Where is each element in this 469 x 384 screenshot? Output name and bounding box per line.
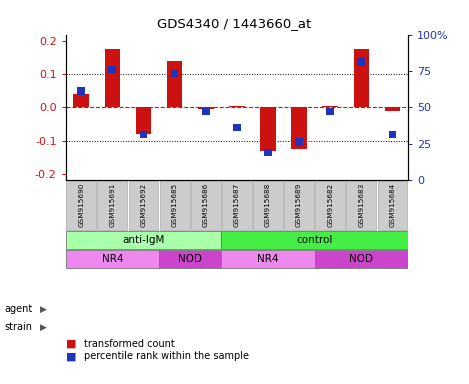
Bar — [322, 106, 338, 108]
Bar — [136, 108, 151, 134]
Text: GDS4340 / 1443660_at: GDS4340 / 1443660_at — [158, 17, 311, 30]
Bar — [108, 66, 116, 73]
Text: anti-IgM: anti-IgM — [122, 235, 165, 245]
Text: ■: ■ — [66, 351, 76, 361]
FancyBboxPatch shape — [159, 250, 221, 268]
Bar — [264, 149, 272, 156]
Text: GSM915682: GSM915682 — [327, 183, 333, 227]
Text: GSM915690: GSM915690 — [78, 183, 84, 227]
Bar — [167, 61, 182, 108]
Text: NR4: NR4 — [102, 254, 123, 264]
FancyBboxPatch shape — [253, 181, 283, 230]
FancyBboxPatch shape — [284, 181, 314, 230]
Text: transformed count: transformed count — [84, 339, 175, 349]
Bar — [291, 108, 307, 149]
Text: GSM915688: GSM915688 — [265, 183, 271, 227]
Text: agent: agent — [5, 304, 33, 314]
Text: GSM915683: GSM915683 — [358, 183, 364, 227]
Bar — [140, 131, 147, 139]
Bar — [229, 106, 245, 108]
Text: GSM915692: GSM915692 — [141, 183, 146, 227]
Text: GSM915686: GSM915686 — [203, 183, 209, 227]
Bar — [202, 108, 210, 115]
Bar — [198, 108, 213, 109]
FancyBboxPatch shape — [129, 181, 159, 230]
Bar — [74, 94, 89, 108]
Text: NOD: NOD — [178, 254, 202, 264]
FancyBboxPatch shape — [221, 250, 315, 268]
FancyBboxPatch shape — [98, 181, 127, 230]
Bar — [295, 139, 303, 146]
Bar — [171, 70, 179, 77]
FancyBboxPatch shape — [315, 250, 408, 268]
Text: GSM915684: GSM915684 — [389, 183, 395, 227]
FancyBboxPatch shape — [378, 181, 408, 230]
Text: NR4: NR4 — [257, 254, 279, 264]
Bar — [233, 124, 241, 131]
Text: ▶: ▶ — [40, 305, 47, 314]
Bar — [260, 108, 276, 151]
FancyBboxPatch shape — [159, 181, 189, 230]
Text: control: control — [296, 235, 333, 245]
Text: GSM915689: GSM915689 — [296, 183, 302, 227]
FancyBboxPatch shape — [66, 250, 159, 268]
Text: ■: ■ — [66, 339, 76, 349]
FancyBboxPatch shape — [66, 231, 221, 249]
Text: GSM915685: GSM915685 — [172, 183, 178, 227]
Text: NOD: NOD — [349, 254, 373, 264]
Bar — [77, 88, 85, 95]
Text: strain: strain — [5, 322, 33, 332]
FancyBboxPatch shape — [222, 181, 252, 230]
Bar — [357, 58, 365, 66]
FancyBboxPatch shape — [315, 181, 345, 230]
Bar — [389, 131, 396, 139]
Text: GSM915687: GSM915687 — [234, 183, 240, 227]
Text: GSM915691: GSM915691 — [109, 183, 115, 227]
Bar — [105, 50, 120, 108]
FancyBboxPatch shape — [191, 181, 220, 230]
Text: ▶: ▶ — [40, 323, 47, 332]
FancyBboxPatch shape — [221, 231, 408, 249]
FancyBboxPatch shape — [66, 181, 96, 230]
FancyBboxPatch shape — [347, 181, 376, 230]
Text: percentile rank within the sample: percentile rank within the sample — [84, 351, 250, 361]
Bar — [326, 108, 334, 115]
Bar — [354, 50, 369, 108]
Bar — [385, 108, 400, 111]
